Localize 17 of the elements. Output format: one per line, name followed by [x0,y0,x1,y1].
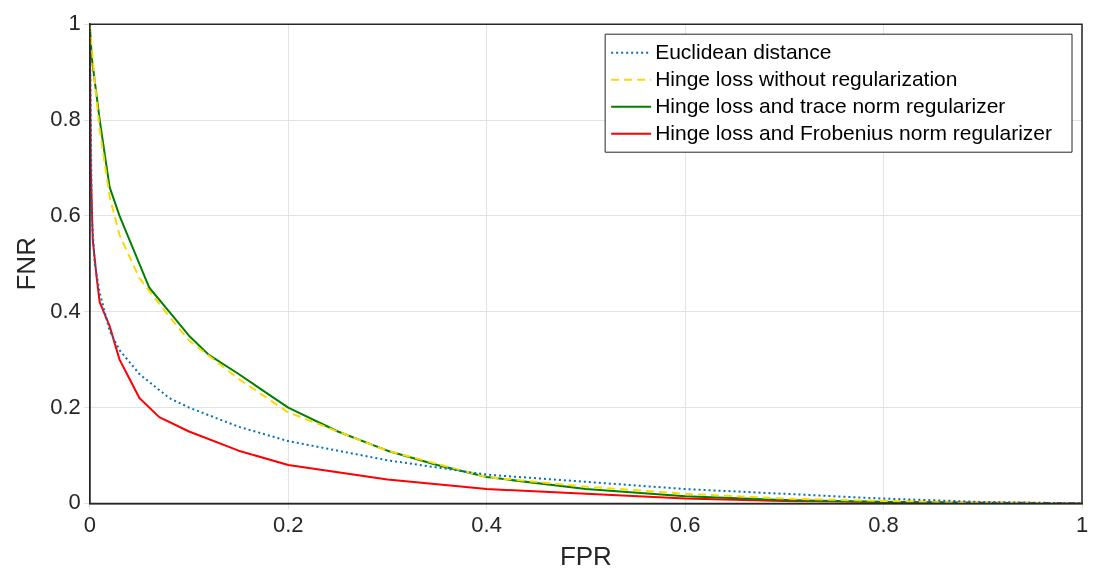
y-tick-label: 1 [68,10,81,36]
legend-label: Euclidean distance [655,40,832,64]
legend-label: Hinge loss and Frobenius norm regularizer [655,121,1053,145]
x-tick-label: 0.6 [669,511,701,537]
y-tick-label: 0 [68,489,81,515]
legend-label: Hinge loss and trace norm regularizer [655,94,1006,118]
y-tick-label: 0.6 [50,201,81,227]
x-tick-label: 1 [1075,511,1089,537]
y-tick-label: 0.8 [50,106,81,132]
x-tick-label: 0.2 [272,511,304,537]
x-tick-label: 0.8 [868,511,899,537]
x-axis-title: FPR [559,540,612,571]
legend-label: Hinge loss without regularization [655,67,958,91]
y-tick-label: 0.2 [50,393,81,419]
x-tick-label: 0.4 [471,511,502,537]
y-axis-title: FNR [10,237,41,291]
y-tick-label: 0.4 [50,297,81,323]
